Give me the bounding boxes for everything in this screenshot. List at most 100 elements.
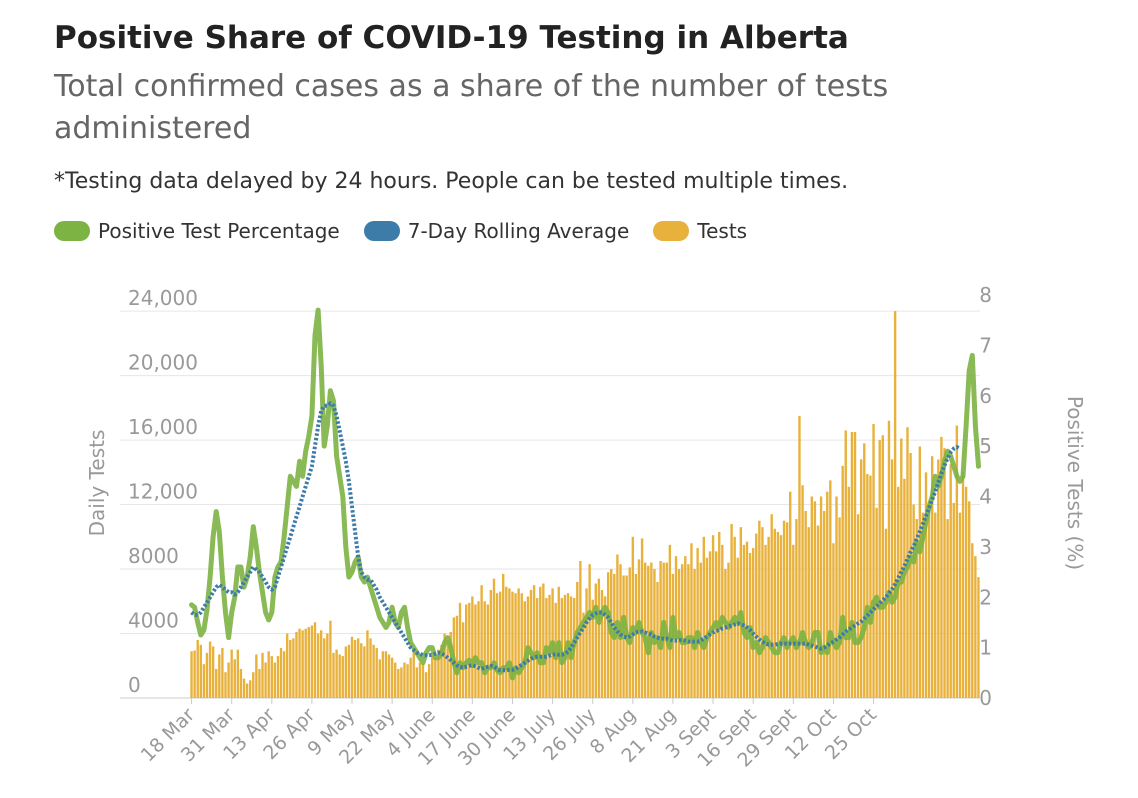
tests-bar [230,649,233,698]
tests-bar [471,596,474,698]
tests-bar [415,667,419,698]
tests-bar [535,598,539,698]
tests-bar [838,517,841,698]
legend-swatch-tests [653,221,690,241]
chart-note: *Testing data delayed by 24 hours. Peopl… [54,169,849,194]
tests-bar [816,525,820,698]
tests-bar [458,602,462,698]
tests-bar [520,593,523,698]
tests-bar [332,652,335,698]
tests-bar [696,548,699,698]
right-tick-label: 5 [979,434,992,458]
tests-bar [384,651,388,698]
tests-bar [193,650,196,698]
tests-bar [350,636,354,698]
legend-label-tests: Tests [697,219,748,243]
tests-bar [360,643,363,698]
legend-item-rolling-average[interactable]: 7-Day Rolling Average [363,219,629,243]
right-axis: 0 1 2 3 4 5 6 7 8 [979,283,992,710]
tests-bar [751,548,755,698]
tests-bar [668,544,672,698]
tests-bar [869,475,872,698]
tests-bar [779,535,783,698]
left-axis-title: Daily Tests [85,430,109,537]
chart-subtitle: Total confirmed cases as a share of the … [54,69,889,146]
tests-bar [400,667,403,698]
tests-bar [304,628,307,698]
tests-bar [893,311,897,698]
tests-bar [464,604,468,698]
tests-bar [218,654,221,698]
tests-bar [239,668,243,698]
tests-bar [307,627,311,698]
tests-bar [958,512,962,698]
tests-bar [653,569,656,698]
right-tick-label: 0 [979,686,992,710]
grid-lines [120,310,980,699]
tests-bar [952,502,955,698]
tests-bar [690,543,693,698]
left-tick-label: 4000 [128,609,179,633]
tests-bar [199,644,202,698]
tests-bar [810,496,814,698]
legend-swatch-rolling-average [363,221,400,241]
legend-item-positive[interactable]: Positive Test Percentage [54,219,340,243]
tests-bar [224,672,227,698]
tests-bar [924,472,928,698]
tests-bar [215,668,218,698]
tests-bar [940,436,943,698]
tests-bar [807,527,810,698]
right-tick-label: 6 [979,384,992,408]
tests-bar [323,638,326,698]
tests-bar [326,633,329,698]
tests-bar [761,527,764,698]
tests-bar [248,680,252,698]
tests-bar [421,664,425,698]
tests-bar [329,620,332,698]
tests-bar [727,562,730,698]
tests-bar [245,683,249,698]
tests-bar [804,511,807,698]
right-tick-label: 1 [979,636,992,660]
tests-bar [418,662,422,698]
tests-bar [378,659,381,698]
tests-bar [310,625,314,698]
tests-bar [878,440,881,698]
tests-bar [208,641,212,698]
tests-bar [261,652,264,698]
positive-percentage-line [189,307,981,681]
legend-item-tests[interactable]: Tests [653,219,747,243]
tests-bar [634,573,638,698]
tests-bar [289,639,292,698]
tests-bar [412,651,415,698]
tests-bar [937,459,940,698]
legend: Positive Test Percentage 7-Day Rolling A… [54,219,747,243]
tests-bar [755,533,758,698]
tests-bar [730,523,733,698]
right-tick-label: 4 [979,485,992,509]
tests-bar [588,564,591,698]
tests-bar [798,415,801,698]
tests-bar [437,649,440,698]
tests-bar [514,593,517,698]
tests-bar [603,596,607,698]
tests-bar [915,519,918,698]
tests-bar [927,501,931,698]
tests-bar [427,664,431,698]
tests-bar [363,646,366,698]
tests-bar [233,659,236,698]
tests-bar [841,465,844,698]
tests-bar [455,615,459,698]
tests-bar [789,491,792,698]
tests-bar [745,541,749,698]
right-tick-label: 3 [979,535,992,559]
tests-bar [961,472,965,698]
tests-bar [316,633,320,698]
tests-bar [949,464,952,698]
tests-bar [872,423,875,698]
tests-bar [767,536,770,698]
tests-bar [832,543,835,698]
tests-bar [282,651,286,698]
tests-bar [724,569,727,698]
legend-label-positive: Positive Test Percentage [98,219,340,243]
